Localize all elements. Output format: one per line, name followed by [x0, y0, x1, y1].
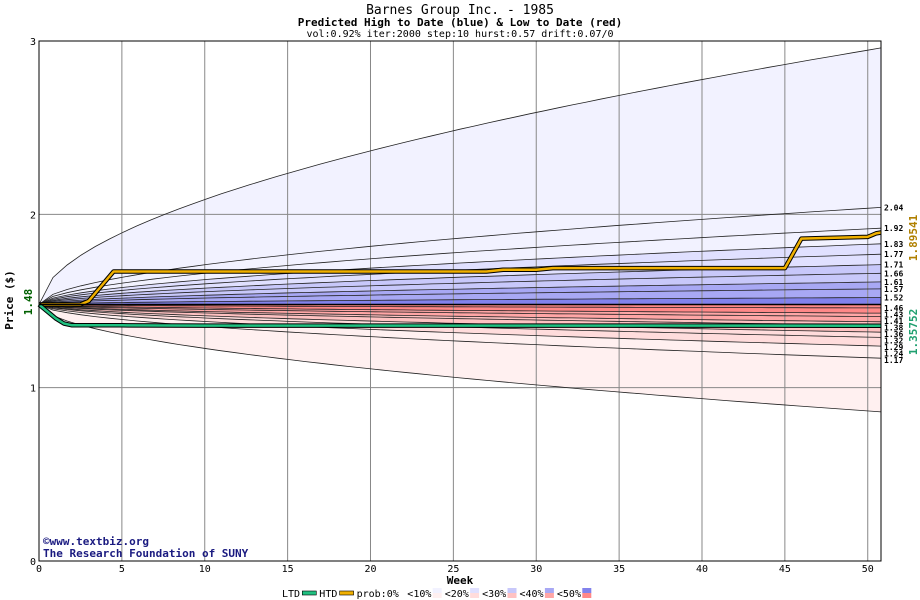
x-tick-label-9: 45 — [779, 564, 791, 575]
y-tick-label-3: 3 — [30, 37, 36, 48]
x-tick-label-4: 20 — [364, 564, 376, 575]
chart-title: Barnes Group Inc. - 1985 — [366, 3, 554, 18]
legend-label-0: LTD — [282, 589, 300, 600]
level-label-16: 1.24 — [884, 349, 903, 358]
watermark-org: The Research Foundation of SUNY — [43, 547, 249, 560]
x-tick-label-0: 0 — [36, 564, 42, 575]
current-low-label: 1.35752 — [907, 309, 920, 355]
chart-params: vol:0.92% iter:2000 step:10 hurst:0.57 d… — [306, 29, 613, 40]
level-labels: 2.04 1.92 1.831.77 1.711.661.611.571.521.46… — [884, 203, 903, 365]
band-boundary-10 — [38, 304, 881, 309]
legend-label-6: <40% — [520, 589, 544, 600]
band-boundary-16 — [38, 304, 882, 326]
series-ltd-line — [38, 303, 881, 327]
x-axis-label: Week — [447, 574, 474, 587]
level-label-9: 1.46 — [884, 304, 903, 313]
x-tick-label-2: 10 — [199, 564, 211, 575]
level-label-7: 1.57 — [884, 285, 903, 294]
axes: 0 5 10 15 20 25 30 35 40 45 50 0 1 2 3 — [30, 37, 882, 575]
series-htd-line — [39, 231, 882, 306]
legend-swatch-red-4 — [470, 593, 480, 598]
upper-band-9 — [39, 297, 881, 305]
level-label-6: 1.61 — [884, 278, 903, 287]
chart-subtitle: Predicted High to Date (blue) & Low to D… — [298, 16, 623, 29]
legend-label-7: <50% — [557, 589, 581, 600]
band-boundary-19 — [38, 304, 881, 314]
x-tick-label-7: 35 — [613, 564, 625, 575]
level-label-1: 1.92 — [884, 224, 903, 233]
legend-line-1 — [339, 590, 354, 596]
y-tick-label-1: 1 — [30, 384, 36, 395]
band-boundary-9 — [38, 297, 882, 305]
level-label-8: 1.52 — [884, 294, 903, 303]
band-boundary-11 — [38, 304, 882, 413]
x-tick-label-1: 5 — [119, 564, 125, 575]
legend-swatch-red-5 — [507, 593, 517, 598]
x-tick-label-3: 15 — [282, 564, 294, 575]
lower-band-8 — [39, 304, 881, 314]
plot-frame — [38, 40, 882, 562]
band-boundary-2 — [38, 227, 882, 305]
level-label-13: 1.36 — [884, 330, 903, 339]
legend-swatch-blue-6 — [544, 588, 554, 593]
level-label-10: 1.43 — [884, 310, 903, 319]
x-tick-label-8: 40 — [696, 564, 708, 575]
watermark-site: ©www.textbiz.org — [43, 535, 149, 548]
legend-label-4: <20% — [445, 589, 469, 600]
legend: LTD HTD prob:0% <10% <20% <30% <40% <50% — [282, 588, 592, 600]
y-tick-label-0: 0 — [30, 557, 36, 568]
legend-swatch-red-6 — [544, 593, 554, 598]
band-boundary-6 — [38, 272, 882, 305]
x-tick-label-6: 30 — [530, 564, 542, 575]
band-boundary-8 — [38, 288, 882, 305]
legend-swatch-blue-5 — [507, 588, 517, 593]
series-layer — [37, 230, 882, 328]
start-price-label: 1.48 — [22, 289, 35, 316]
level-label-15: 1.29 — [884, 343, 903, 352]
band-boundary-3 — [38, 243, 882, 305]
level-label-14: 1.32 — [884, 336, 903, 345]
level-label-12: 1.38 — [884, 323, 903, 332]
level-label-4: 1.71 — [884, 261, 903, 270]
y-tick-label-2: 2 — [30, 210, 36, 221]
level-label-0: 2.04 — [884, 203, 903, 212]
legend-label-3: <10% — [407, 589, 431, 600]
x-tick-label-10: 50 — [862, 564, 874, 575]
band-boundary-0 — [38, 47, 882, 305]
legend-swatch-blue-4 — [470, 588, 480, 593]
level-label-3: 1.77 — [884, 250, 903, 259]
legend-swatch-red-3 — [432, 593, 442, 598]
legend-label-5: <30% — [482, 589, 506, 600]
legend-label-1: HTD — [319, 589, 337, 600]
legend-swatch-red-7 — [582, 593, 592, 598]
level-label-5: 1.66 — [884, 269, 903, 278]
plot-bands — [39, 41, 881, 561]
band-boundary-7 — [38, 281, 882, 305]
band-lines — [38, 47, 882, 413]
level-label-11: 1.41 — [884, 317, 903, 326]
level-label-17: 1.17 — [884, 356, 903, 365]
y-axis-label: Price ($) — [3, 270, 16, 330]
band-boundary-17 — [38, 304, 882, 323]
legend-label-2: prob:0% — [357, 589, 399, 600]
current-high-label: 1.89541 — [907, 214, 920, 261]
band-boundary-18 — [38, 304, 882, 317]
legend-swatch-blue-7 — [582, 588, 592, 593]
legend-line-0 — [301, 590, 317, 596]
level-label-2: 1.83 — [884, 240, 903, 249]
legend-swatch-blue-3 — [432, 588, 442, 593]
band-boundary-13 — [38, 304, 882, 347]
band-boundary-1 — [38, 207, 882, 305]
x-tick-label-5: 25 — [447, 564, 459, 575]
